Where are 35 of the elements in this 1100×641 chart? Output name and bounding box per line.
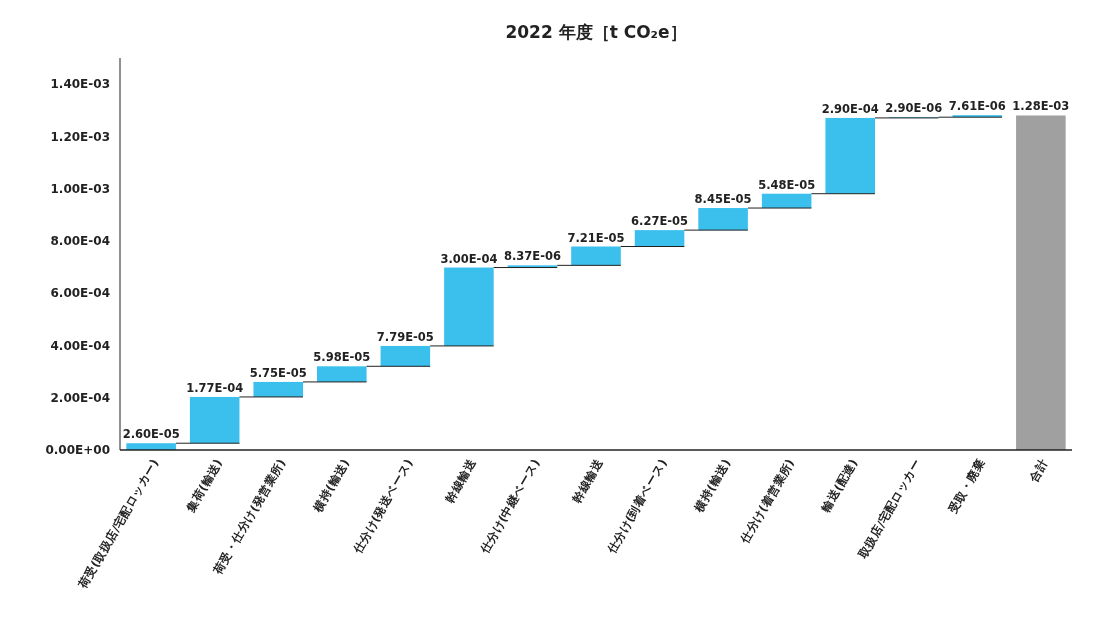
data-label: 1.77E-04 <box>186 380 244 395</box>
y-tick-label: 0.00E+00 <box>45 443 110 458</box>
data-label: 1.28E-03 <box>1012 99 1070 114</box>
data-label: 2.60E-05 <box>122 427 180 442</box>
chart-title: 2022 年度［t CO₂e］ <box>505 22 687 42</box>
y-tick-label: 8.00E-04 <box>50 234 110 249</box>
x-tick-label: 仕分け(着営業所) <box>736 456 797 547</box>
data-label: 5.48E-05 <box>758 177 816 192</box>
x-tick-label: 輸送(配達) <box>818 456 861 516</box>
data-label: 7.61E-06 <box>948 99 1006 114</box>
y-tick-label: 6.00E-04 <box>50 286 110 301</box>
x-tick-label: 仕分け(発送ベース) <box>349 456 416 557</box>
y-tick-label: 2.00E-04 <box>50 390 110 405</box>
x-tick-label: 仕分け(中継ベース) <box>476 456 543 557</box>
x-tick-label: 合計 <box>1026 456 1051 486</box>
data-label: 5.75E-05 <box>249 365 307 380</box>
data-label: 8.37E-06 <box>503 249 561 264</box>
data-label: 5.98E-05 <box>313 350 371 365</box>
x-tick-label: 横持(輸送) <box>310 456 352 516</box>
y-tick-label: 4.00E-04 <box>50 338 110 353</box>
data-label: 7.79E-05 <box>376 329 434 344</box>
x-tick-label: 受取・廃棄 <box>944 456 988 517</box>
data-label: 3.00E-04 <box>440 251 498 266</box>
data-label: 2.90E-06 <box>885 101 943 116</box>
x-tick-label: 幹線輸送 <box>442 456 479 506</box>
data-label: 2.90E-04 <box>821 101 879 116</box>
y-tick-label: 1.00E-03 <box>50 181 110 196</box>
data-label: 8.45E-05 <box>694 192 752 207</box>
y-tick-label: 1.40E-03 <box>50 77 110 92</box>
x-tick-label: 横持(輸送) <box>691 456 734 516</box>
data-label: 6.27E-05 <box>631 214 689 229</box>
x-tick-label: 荷受(取扱店/宅配ロッカー) <box>75 456 162 592</box>
data-label: 7.21E-05 <box>567 230 625 245</box>
x-tick-label: 集荷(輸送) <box>182 456 225 516</box>
y-tick-label: 1.20E-03 <box>50 129 110 144</box>
